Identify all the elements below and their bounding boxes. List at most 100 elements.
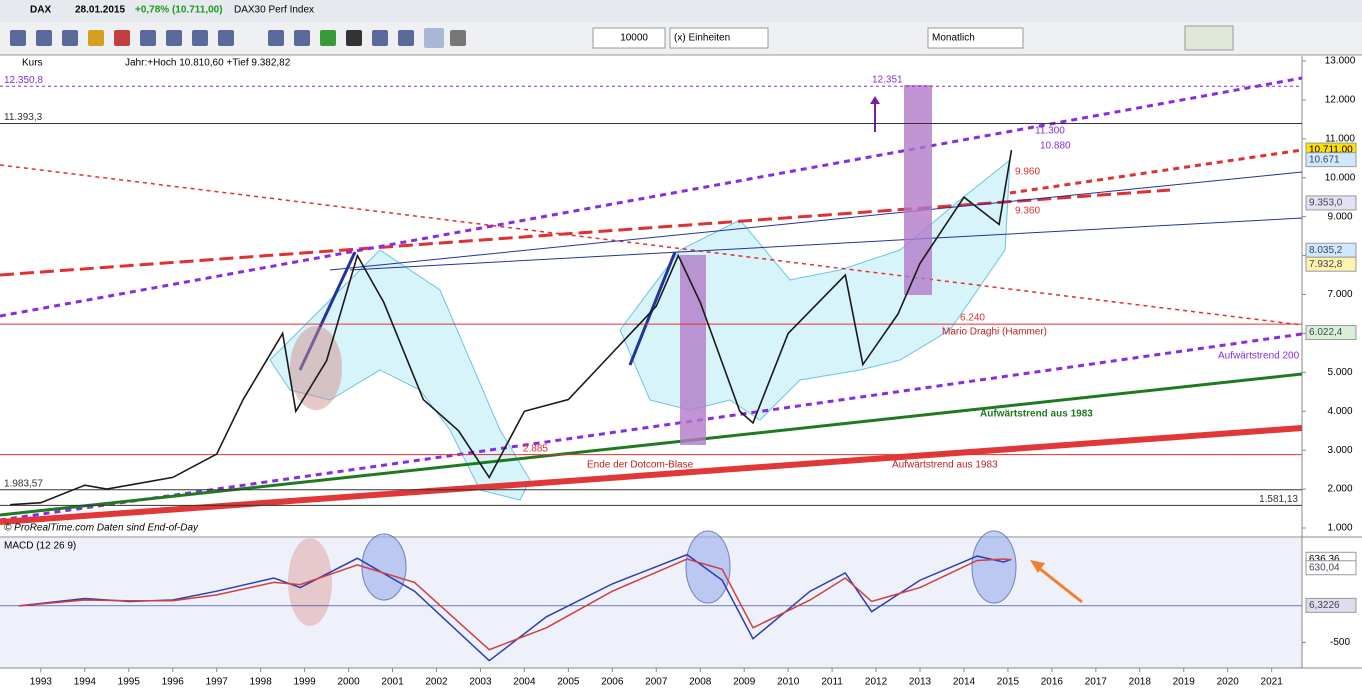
series-line xyxy=(10,149,1013,506)
x-tick-label: 2003 xyxy=(469,677,492,688)
price-label xyxy=(1305,152,1357,168)
annotation: 11.300 xyxy=(1035,126,1065,137)
date: 28.01.2015 xyxy=(75,5,125,16)
level-label: 2.885 xyxy=(523,443,548,454)
x-tick-label: 2004 xyxy=(513,677,536,688)
price-label xyxy=(1305,560,1357,576)
period: Monatlich xyxy=(932,33,975,44)
panel-title: MACD (12 26 9) xyxy=(4,541,76,552)
quantity: 10000 xyxy=(620,33,648,44)
y-tick-label: 3.000 xyxy=(1327,445,1352,456)
y-tick-label: 10.000 xyxy=(1325,172,1356,183)
x-tick-label: 2012 xyxy=(865,677,888,688)
period-select[interactable] xyxy=(927,27,1024,49)
level-label: 1.983,57 xyxy=(4,478,43,489)
x-tick-label: 2007 xyxy=(645,677,668,688)
change: +0,78% (10.711,00) xyxy=(135,5,223,16)
x-tick-label: 2002 xyxy=(425,677,448,688)
x-tick-label: 1998 xyxy=(250,677,273,688)
price-label xyxy=(1305,195,1357,211)
price-label-text: 6,3226 xyxy=(1309,600,1340,611)
highlight-ellipse xyxy=(971,530,1017,604)
annotation: 10.880 xyxy=(1040,141,1071,152)
annotation: 9.360 xyxy=(1015,206,1040,217)
bollinger-band xyxy=(619,158,1011,421)
annotation: 9.960 xyxy=(1015,167,1040,178)
y-tick-label: 9.000 xyxy=(1327,211,1352,222)
level-label: 1.581,13 xyxy=(1259,494,1298,505)
macd-panel xyxy=(0,538,1302,668)
y-tick-label: 4.000 xyxy=(1327,406,1352,417)
series-line xyxy=(18,558,1012,651)
level-label: 6.240 xyxy=(960,313,985,324)
x-tick-label: 2001 xyxy=(381,677,404,688)
quantity-input[interactable] xyxy=(592,27,666,49)
title-bar xyxy=(0,0,1362,22)
annotation: Mario Draghi (Hammer) xyxy=(942,327,1047,338)
symbol[interactable]: DAX xyxy=(30,5,51,16)
x-tick-label: 1993 xyxy=(30,677,53,688)
price-label xyxy=(1305,325,1357,341)
highlight-ellipse xyxy=(290,326,342,410)
y-tick-label: 1.000 xyxy=(1327,523,1352,534)
units-select[interactable] xyxy=(669,27,769,49)
annotation: Aufwärtstrend aus 1983 xyxy=(980,409,1093,420)
arrow xyxy=(1034,563,1083,604)
trend-lines xyxy=(0,76,1303,525)
x-tick-label: 2009 xyxy=(733,677,756,688)
x-tick-label: 2021 xyxy=(1261,677,1284,688)
y-tick-label: 13.000 xyxy=(1325,56,1356,67)
price-label-text: 7.932,8 xyxy=(1309,259,1343,270)
y-tick-label: 12.000 xyxy=(1325,95,1356,106)
price-label xyxy=(1305,256,1357,272)
y-tick-label: 11.000 xyxy=(1325,133,1355,144)
x-tick-label: 2019 xyxy=(1173,677,1196,688)
price-label-text: 8.035,2 xyxy=(1309,245,1343,256)
price-label-text: 9.353,0 xyxy=(1309,198,1343,209)
price-label-text: 10.711,00 xyxy=(1309,145,1353,156)
x-tick-label: 2008 xyxy=(689,677,712,688)
annotation: Aufwärtstrend aus 1983 xyxy=(892,460,998,471)
x-tick-label: 2000 xyxy=(337,677,360,688)
bollinger-band xyxy=(269,249,531,501)
annotation: Aufwärtstrend 200 xyxy=(1218,351,1300,362)
tool-icons[interactable] xyxy=(10,28,466,48)
panel-info: Jahr:+Hoch 10.810,60 +Tief 9.382,82 xyxy=(125,58,291,69)
x-tick-label: 2005 xyxy=(557,677,580,688)
highlight-box xyxy=(904,85,932,295)
copyright: © ProRealTime.com Daten sind End-of-Day xyxy=(4,523,199,534)
price-label-text: 6.022,4 xyxy=(1309,327,1343,338)
annotation: 12.351 xyxy=(872,75,903,86)
level-label: 12.350,8 xyxy=(4,75,43,86)
highlight-ellipse xyxy=(685,530,731,604)
x-tick-label: 1996 xyxy=(162,677,185,688)
x-tick-label: 2010 xyxy=(777,677,800,688)
x-tick-label: 2014 xyxy=(953,677,976,688)
level-label: 11.393,3 xyxy=(4,112,43,123)
x-tick-label: 1994 xyxy=(74,677,97,688)
highlight-box xyxy=(680,255,706,445)
x-tick-label: 1999 xyxy=(293,677,316,688)
price-label-text: 636,36 xyxy=(1309,554,1340,565)
price-label-text: 10.671 xyxy=(1309,154,1340,165)
x-tick-label: 2016 xyxy=(1041,677,1064,688)
x-tick-label: 1995 xyxy=(118,677,141,688)
price-label xyxy=(1305,597,1357,613)
x-tick-label: 2018 xyxy=(1129,677,1152,688)
x-tick-label: 2020 xyxy=(1217,677,1240,688)
x-tick-label: 2015 xyxy=(997,677,1020,688)
series-line xyxy=(18,553,1012,662)
units: (x) Einheiten xyxy=(674,33,730,44)
highlight-ellipse xyxy=(361,533,407,601)
price-label-text: 630,04 xyxy=(1309,562,1340,573)
y-tick-label: 2.000 xyxy=(1327,484,1352,495)
x-tick-label: 2006 xyxy=(601,677,624,688)
y-tick-label: -500 xyxy=(1330,637,1350,648)
x-tick-label: 2011 xyxy=(821,677,843,688)
x-tick-label: 2017 xyxy=(1085,677,1108,688)
x-tick-label: 1997 xyxy=(206,677,229,688)
panel-title: Kurs xyxy=(22,58,43,69)
chart-type-button[interactable] xyxy=(1184,25,1234,51)
y-tick-label: 7.000 xyxy=(1327,289,1352,300)
